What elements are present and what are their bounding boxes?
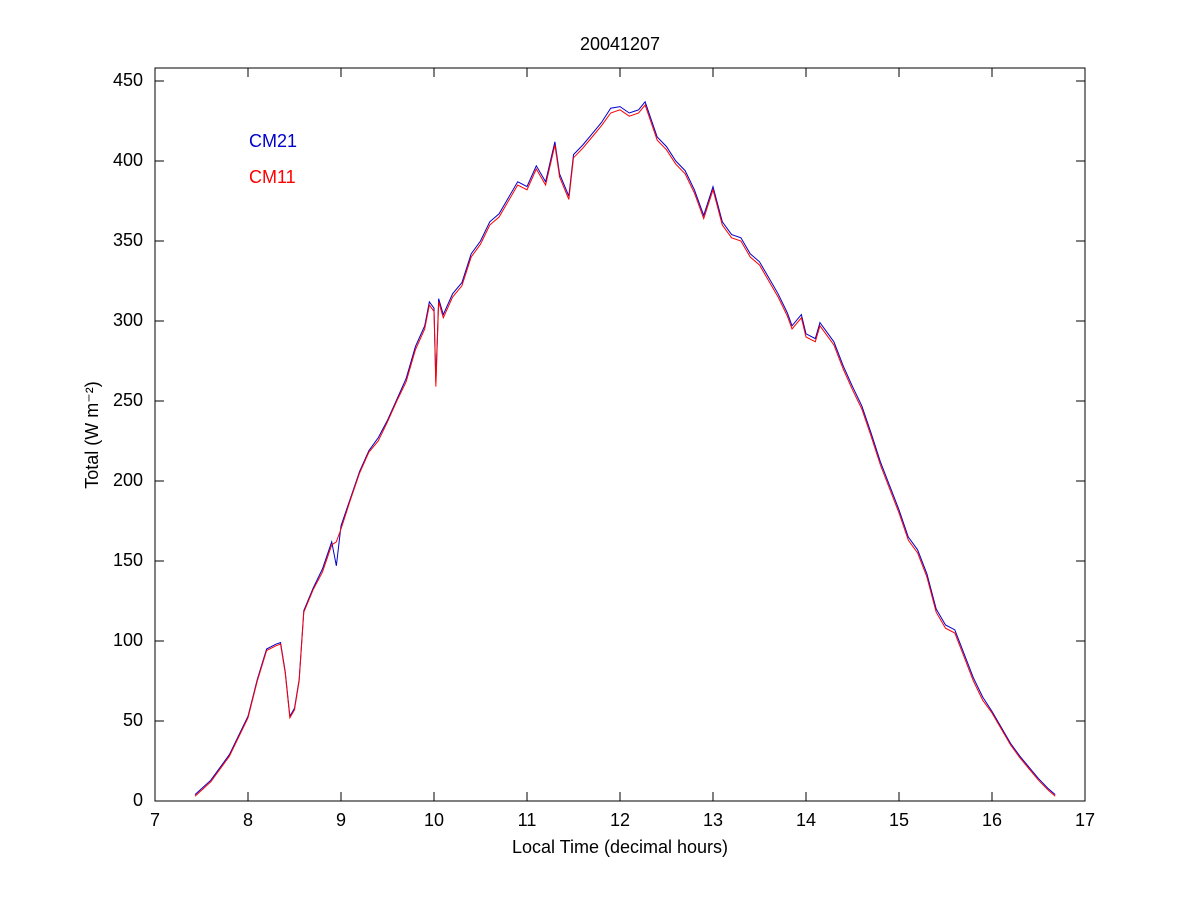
y-tick-label: 200 xyxy=(113,470,143,490)
x-tick-label: 9 xyxy=(336,810,346,830)
x-tick-label: 12 xyxy=(610,810,630,830)
y-tick-label: 100 xyxy=(113,630,143,650)
x-tick-label: 11 xyxy=(518,810,537,830)
y-tick-label: 150 xyxy=(113,550,143,570)
x-tick-label: 15 xyxy=(889,810,909,830)
series-line xyxy=(194,100,1056,795)
x-tick-label: 8 xyxy=(243,810,253,830)
x-axis-label: Local Time (decimal hours) xyxy=(512,837,728,857)
y-tick-label: 0 xyxy=(133,790,143,810)
y-tick-label: 350 xyxy=(113,230,143,250)
legend-label: CM11 xyxy=(249,167,296,187)
y-tick-label: 250 xyxy=(113,390,143,410)
chart-title: 20041207 xyxy=(580,34,660,54)
series-line xyxy=(194,103,1056,797)
x-tick-label: 14 xyxy=(796,810,816,830)
x-tick-label: 13 xyxy=(703,810,723,830)
legend-label: CM21 xyxy=(249,131,297,151)
y-tick-label: 50 xyxy=(123,710,143,730)
x-tick-label: 7 xyxy=(150,810,160,830)
y-tick-label: 400 xyxy=(113,150,143,170)
y-tick-label: 450 xyxy=(113,70,143,90)
x-tick-label: 17 xyxy=(1075,810,1095,830)
x-tick-label: 10 xyxy=(424,810,444,830)
y-tick-label: 300 xyxy=(113,310,143,330)
y-axis-label: Total (W m⁻²) xyxy=(82,381,102,489)
x-tick-label: 16 xyxy=(982,810,1002,830)
